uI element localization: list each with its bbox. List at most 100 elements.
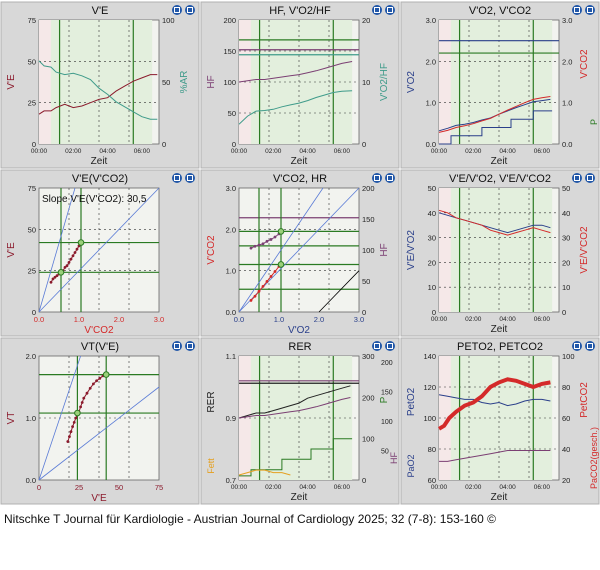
exercise-band bbox=[251, 356, 353, 480]
threshold-marker bbox=[102, 371, 110, 378]
data-point bbox=[265, 280, 269, 283]
y-axis-label: RER bbox=[206, 391, 217, 412]
y-tick-label: 0 bbox=[432, 308, 436, 317]
y-tick-label: 120 bbox=[423, 383, 436, 392]
settings-icon bbox=[372, 173, 382, 183]
x-tick-label: 25 bbox=[75, 483, 83, 492]
series-line-fett bbox=[238, 469, 291, 476]
icon-glyph bbox=[174, 175, 180, 181]
y-axis-label-secondary: PaO2 bbox=[406, 454, 416, 477]
series-line--ar bbox=[38, 60, 158, 120]
y-tick-label: 50 bbox=[28, 57, 36, 66]
icon-glyph bbox=[174, 7, 180, 13]
exercise-band bbox=[451, 356, 553, 480]
y2-tick-label: 20 bbox=[562, 476, 570, 485]
y-tick-label: 10 bbox=[428, 283, 436, 292]
y2-tick-label: 50 bbox=[162, 78, 170, 87]
reference-diagonal bbox=[238, 187, 324, 313]
data-point bbox=[269, 275, 273, 278]
y2-axis-label: V'CO2 bbox=[579, 49, 590, 79]
x-tick-label: 04:00 bbox=[299, 148, 316, 155]
settings-icon bbox=[172, 341, 182, 351]
warmup-band bbox=[439, 20, 451, 144]
reference-diagonal bbox=[38, 187, 76, 313]
panel-ve: V'E 0 25 50 75 0 50 100 00:00 02:00 04:00 06:00 Zeit… bbox=[0, 1, 200, 169]
series-line-v-e-v-co2 bbox=[438, 209, 551, 236]
y-tick-label: 50 bbox=[428, 184, 436, 193]
y2-tick-label: 300 bbox=[362, 352, 375, 361]
data-point bbox=[253, 294, 257, 298]
x-tick-label: 02:00 bbox=[265, 484, 282, 491]
series-line-hf bbox=[238, 397, 351, 419]
panel-vt: VT(V'E) 0.0 1.0 2.0 0 25 50 75 V'E VT bbox=[0, 337, 200, 505]
series-line-rer bbox=[238, 385, 351, 419]
settings-icon bbox=[172, 173, 182, 183]
data-point bbox=[53, 275, 57, 279]
icon-glyph bbox=[587, 7, 593, 13]
x-tick-label: 06:00 bbox=[534, 484, 551, 491]
series-line-v-e bbox=[38, 74, 158, 115]
data-point bbox=[55, 274, 59, 278]
data-point bbox=[65, 264, 69, 268]
data-point bbox=[92, 382, 95, 386]
x-tick-label: 2.0 bbox=[314, 315, 324, 324]
threshold-marker bbox=[74, 409, 81, 417]
y-tick-label: 75 bbox=[28, 184, 36, 193]
y2-tick-label: 100 bbox=[562, 352, 575, 361]
y-tick-label: 3.0 bbox=[426, 16, 436, 25]
y2-tick-label: 40 bbox=[562, 445, 570, 454]
y-tick-label: 75 bbox=[28, 16, 36, 25]
y2-tick-label: 0 bbox=[362, 476, 366, 485]
y-axis-label-secondary: Fett bbox=[206, 458, 216, 474]
data-point bbox=[69, 257, 73, 261]
data-point bbox=[69, 430, 73, 434]
exercise-band bbox=[51, 20, 153, 144]
y-tick-label: 50 bbox=[28, 225, 36, 234]
y-axis-label: V'O2 bbox=[406, 71, 417, 93]
x-tick-label: 04:00 bbox=[499, 148, 516, 155]
x-tick-label: 06:00 bbox=[334, 484, 351, 491]
x-axis-label: Zeit bbox=[491, 492, 508, 503]
y2-tick-label: 3.0 bbox=[562, 16, 572, 25]
data-point bbox=[66, 440, 70, 443]
icon-glyph bbox=[174, 343, 180, 349]
y3-tick-label: 150 bbox=[381, 389, 393, 396]
y2-tick-label: 80 bbox=[562, 383, 570, 392]
y2-tick-label: 100 bbox=[162, 16, 175, 25]
y2-tick-label: 150 bbox=[362, 215, 375, 224]
y2-axis-label: PetCO2 bbox=[579, 382, 590, 418]
y-tick-label: 2.0 bbox=[26, 352, 36, 361]
x-tick-label: 0 bbox=[37, 483, 41, 492]
y2-tick-label: 60 bbox=[562, 414, 570, 423]
y-tick-label: 0.0 bbox=[226, 308, 236, 317]
data-point bbox=[249, 246, 253, 250]
maximize-icon bbox=[185, 5, 195, 15]
x-axis-label: Zeit bbox=[91, 156, 108, 167]
reference-diagonal bbox=[318, 270, 360, 313]
y-tick-label: 25 bbox=[28, 99, 36, 108]
x-tick-label: 02:00 bbox=[465, 316, 482, 323]
y3-tick-label: 50 bbox=[381, 448, 389, 455]
y-tick-label: 20 bbox=[428, 258, 436, 267]
data-point bbox=[51, 277, 55, 281]
y-axis-label: V'E/V'O2 bbox=[406, 230, 417, 270]
data-point bbox=[95, 379, 98, 383]
x-tick-label: 04:00 bbox=[499, 484, 516, 491]
data-point bbox=[75, 247, 79, 251]
x-tick-label: 0.0 bbox=[234, 315, 244, 324]
series-line-paco2-gesch- bbox=[439, 450, 551, 462]
x-tick-label: 06:00 bbox=[534, 148, 551, 155]
x-tick-label: 02:00 bbox=[465, 484, 482, 491]
panel-rer: RER 0.7 0.9 1.1 0 100 200 300 50 100 150 200 00:00 02… bbox=[200, 337, 400, 505]
y2-tick-label: 0 bbox=[362, 140, 366, 149]
panel-title: V'E/V'O2, V'E/V'CO2 bbox=[449, 173, 551, 185]
maximize-icon bbox=[585, 173, 595, 183]
threshold-marker bbox=[277, 228, 285, 235]
panel-hf: HF, V'O2/HF 0 50 100 150 200 0 10 20 00:00 02:00 04… bbox=[200, 1, 400, 169]
y2-axis-label: V'O2/HF bbox=[379, 63, 390, 101]
data-point bbox=[79, 405, 82, 409]
data-point bbox=[71, 254, 75, 258]
x-tick-label: 06:00 bbox=[134, 148, 151, 155]
y-tick-label: 100 bbox=[423, 414, 436, 423]
